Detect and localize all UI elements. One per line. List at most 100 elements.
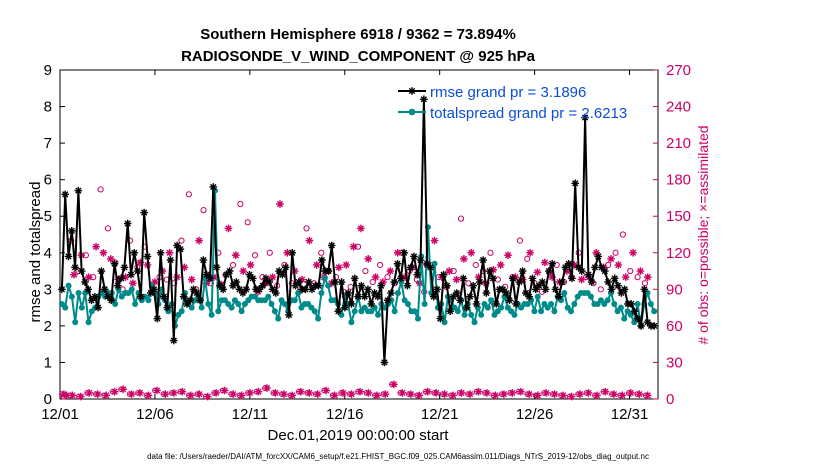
rmse-point [617, 289, 626, 297]
rmse-point [627, 300, 635, 308]
rmse-point [117, 274, 125, 283]
obs-possible-point [627, 267, 634, 275]
rmse-point [541, 285, 550, 294]
spread-point [351, 308, 358, 315]
y-tick-label: 1 [44, 354, 52, 371]
y-tick-label: 9 [44, 62, 52, 79]
star-stroke [213, 389, 220, 397]
rmse-point [360, 292, 369, 301]
star-stroke [150, 286, 158, 293]
obs-bottom-assimilated-point [466, 390, 474, 398]
spread-point [538, 308, 545, 315]
obs-bottom-assimilated-point [373, 391, 381, 400]
rmse-point [160, 292, 168, 301]
star-stroke [644, 392, 651, 399]
star-stroke [246, 389, 254, 397]
obs-possible-point [332, 274, 340, 281]
x-tick-label: 12/16 [326, 406, 364, 423]
obs-possible-point [237, 200, 244, 208]
rmse-point [295, 278, 303, 286]
star-stroke [534, 392, 541, 399]
rmse-point [130, 248, 139, 257]
obs-bottom-assimilated-point [153, 386, 161, 395]
spread-point [62, 304, 69, 311]
rmse-point [193, 289, 201, 297]
star-stroke [289, 249, 296, 256]
star-stroke [365, 389, 372, 397]
star-stroke [177, 245, 184, 253]
spread-point [391, 308, 398, 315]
obs-assimilated-point [99, 248, 108, 257]
rmse-point [502, 289, 510, 297]
rmse-point [84, 285, 93, 294]
obs-assimilated-point [526, 248, 534, 257]
rmse-point [110, 259, 119, 268]
spread-point [208, 311, 215, 318]
star-stroke [131, 249, 138, 256]
spread-point [205, 300, 212, 307]
star-stroke [121, 264, 128, 271]
star-stroke [449, 392, 457, 399]
rmse-point [512, 300, 520, 308]
spread-point [275, 315, 282, 322]
rmse-point [545, 267, 553, 275]
spread-point [461, 311, 468, 318]
spread-point [178, 308, 185, 315]
rmse-point [456, 296, 464, 305]
star-stroke [129, 280, 137, 287]
star-stroke [593, 392, 601, 399]
spread-point [271, 308, 278, 315]
star-stroke [372, 273, 379, 281]
star-stroke [440, 271, 447, 278]
rmse-point [499, 285, 507, 294]
rmse-point [123, 219, 132, 228]
rmse-point [318, 256, 326, 264]
obs-bottom-assimilated-point [559, 391, 567, 400]
obs-bottom-assimilated-point [246, 389, 254, 397]
star-stroke [229, 390, 237, 398]
rmse-point [403, 281, 412, 290]
obs-bottom-assimilated-point [618, 391, 627, 400]
y-right-tick-label: 240 [666, 99, 691, 116]
star-stroke [433, 389, 440, 397]
star-stroke [453, 289, 460, 297]
star-stroke [637, 322, 645, 330]
rmse-point [426, 263, 435, 272]
obs-bottom-assimilated-point [483, 389, 491, 397]
rmse-point [288, 248, 297, 257]
star-stroke [70, 271, 78, 278]
star-stroke [255, 388, 262, 395]
star-stroke [479, 256, 487, 264]
star-stroke [282, 264, 289, 271]
spread-point [568, 308, 575, 315]
rmse-point [301, 285, 310, 294]
obs-bottom-assimilated-point [491, 391, 500, 400]
rmse-point [614, 281, 622, 290]
rmse-point [406, 263, 415, 272]
star-stroke [238, 392, 245, 399]
star-stroke [206, 275, 214, 282]
star-stroke [128, 390, 135, 398]
rmse-point [143, 252, 152, 261]
spread-point [611, 300, 618, 307]
y-tick-label: 3 [44, 281, 52, 298]
star-stroke [371, 289, 378, 297]
obs-assimilated-point [335, 263, 343, 272]
x-axis: 12/01 12/06 12/11 12/16 12/21 12/26 12/31 [41, 70, 648, 423]
rmse-point [413, 270, 422, 279]
rmse-point [100, 285, 109, 294]
star-stroke [331, 392, 338, 399]
rmse-point [387, 289, 395, 297]
star-stroke [153, 387, 161, 394]
star-stroke [350, 243, 357, 250]
legend-spread-marker [408, 108, 416, 116]
star-stroke [576, 390, 584, 398]
star-stroke [111, 260, 118, 267]
obs-bottom-assimilated-point [161, 390, 170, 398]
obs-bottom-assimilated-point [398, 389, 407, 397]
rmse-point [327, 241, 336, 250]
star-stroke [437, 315, 444, 322]
star-stroke [269, 286, 276, 293]
rmse-point [344, 289, 352, 297]
star-stroke [81, 278, 89, 286]
